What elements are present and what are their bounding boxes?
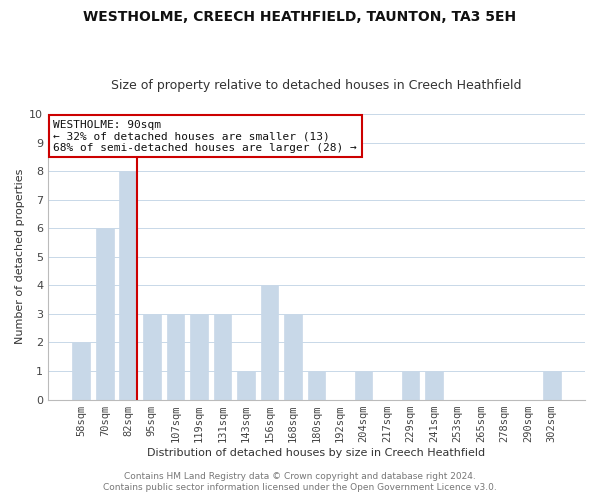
Bar [96,228,113,400]
Bar [73,342,90,400]
Bar [284,314,302,400]
Bar [308,371,325,400]
Bar [167,314,184,400]
Bar [402,371,419,400]
Y-axis label: Number of detached properties: Number of detached properties [15,169,25,344]
Bar [260,286,278,400]
Title: Size of property relative to detached houses in Creech Heathfield: Size of property relative to detached ho… [111,79,522,92]
Text: Contains HM Land Registry data © Crown copyright and database right 2024.
Contai: Contains HM Land Registry data © Crown c… [103,472,497,492]
Bar [190,314,208,400]
Bar [355,371,373,400]
Bar [214,314,231,400]
Text: WESTHOLME: 90sqm
← 32% of detached houses are smaller (13)
68% of semi-detached : WESTHOLME: 90sqm ← 32% of detached house… [53,120,357,153]
Bar [237,371,255,400]
Bar [119,171,137,400]
Text: WESTHOLME, CREECH HEATHFIELD, TAUNTON, TA3 5EH: WESTHOLME, CREECH HEATHFIELD, TAUNTON, T… [83,10,517,24]
Bar [143,314,161,400]
X-axis label: Distribution of detached houses by size in Creech Heathfield: Distribution of detached houses by size … [148,448,485,458]
Bar [543,371,560,400]
Bar [425,371,443,400]
